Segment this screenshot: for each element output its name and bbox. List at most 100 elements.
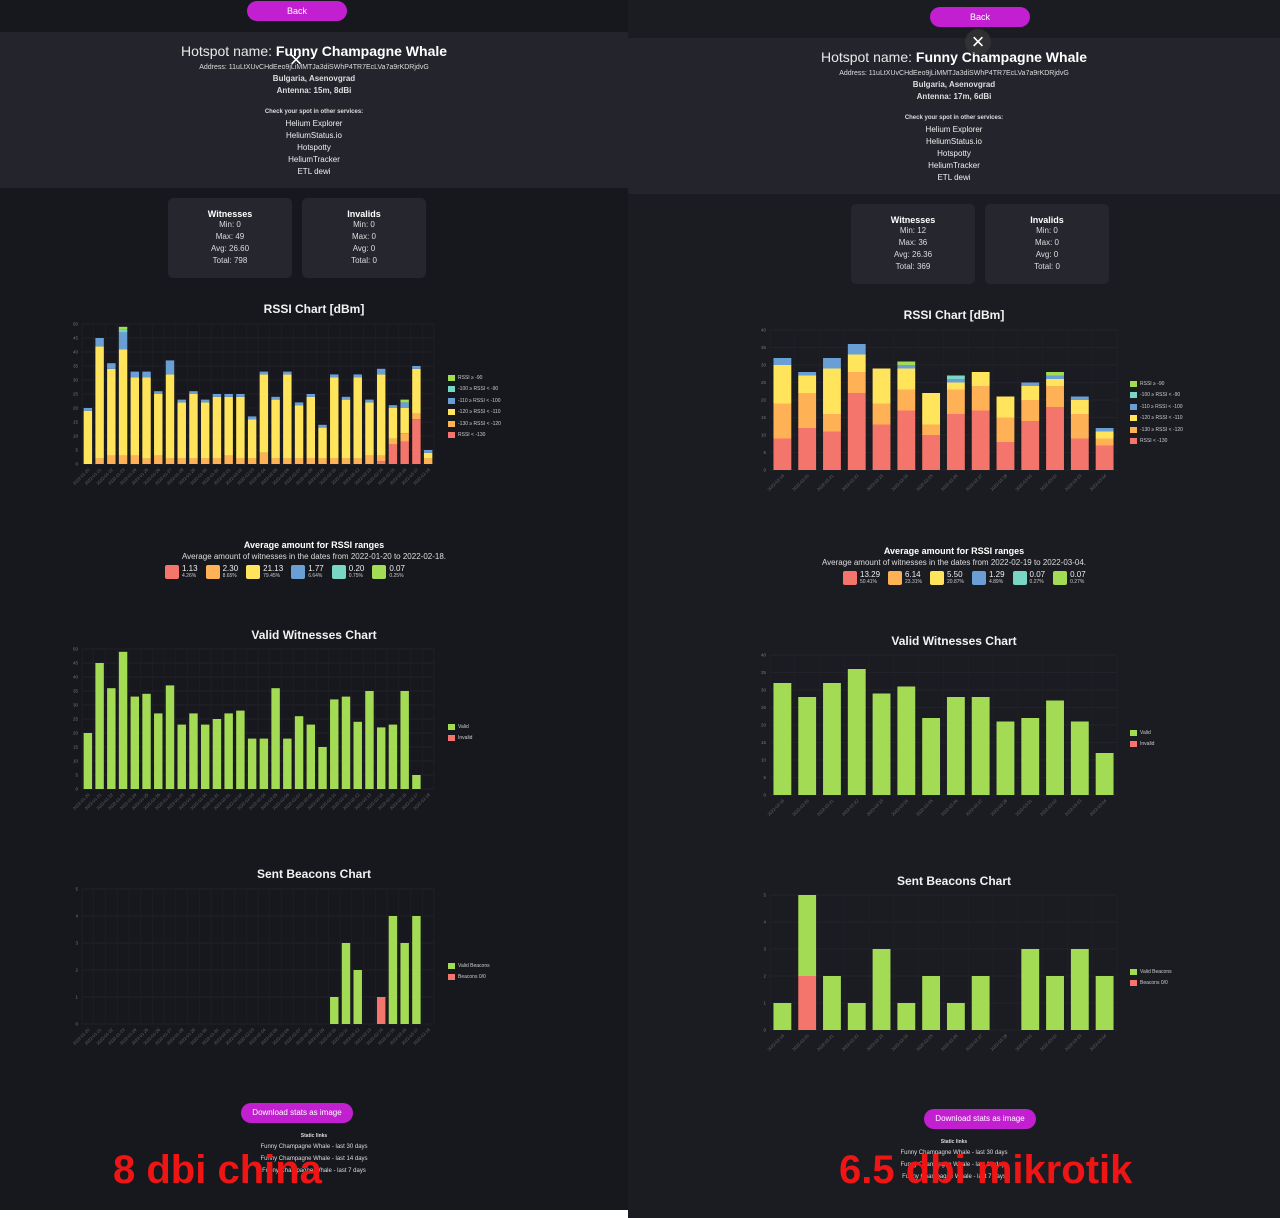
- legend-item[interactable]: -130 ≥ RSSI < -120: [448, 418, 501, 430]
- link-hotspotty[interactable]: Hotspotty: [297, 143, 331, 152]
- legend-item[interactable]: Valid: [448, 721, 472, 733]
- legend-item[interactable]: -130 ≥ RSSI < -120: [1130, 424, 1183, 436]
- services-links: Helium Explorer HeliumStatus.io Hotspott…: [0, 118, 628, 178]
- back-button[interactable]: Back: [247, 1, 347, 21]
- link-heliumstatus[interactable]: HeliumStatus.io: [925, 137, 983, 146]
- legend-item[interactable]: RSSI ≥ -90: [1130, 378, 1183, 390]
- bar-segment: [823, 683, 841, 795]
- link-hotspotty[interactable]: Hotspotty: [937, 149, 971, 158]
- bar-segment: [847, 372, 866, 393]
- close-icon[interactable]: ×: [289, 47, 303, 72]
- x-tick-label: 2022-02-22: [841, 798, 860, 817]
- bar-segment: [798, 393, 817, 428]
- x-tick-label: 2022-03-03: [1064, 1033, 1083, 1052]
- legend-item[interactable]: Valid: [1130, 727, 1154, 739]
- static-link-30-days[interactable]: Funny Champagne Whale - last 30 days: [260, 1144, 368, 1150]
- link-etl-dewi[interactable]: ETL dewi: [297, 167, 331, 176]
- download-stats-button[interactable]: Download stats as image: [241, 1103, 353, 1123]
- close-icon[interactable]: ×: [965, 29, 991, 55]
- avg-rssi-percent: 0.27%: [1029, 579, 1044, 585]
- legend-item[interactable]: -110 ≥ RSSI < -100: [448, 395, 501, 407]
- link-helium-explorer[interactable]: Helium Explorer: [285, 119, 343, 128]
- bar-segment: [200, 399, 210, 403]
- bar-segment: [247, 738, 257, 789]
- bar-segment: [95, 346, 104, 459]
- bar-segment: [388, 408, 398, 439]
- static-link-14-days[interactable]: Funny Champagne Whale - last 14 days: [260, 1156, 368, 1162]
- link-helium-explorer[interactable]: Helium Explorer: [925, 125, 983, 134]
- static-link-30-days[interactable]: Funny Champagne Whale - last 30 days: [900, 1150, 1008, 1156]
- x-tick-label: 2022-02-27: [965, 473, 984, 492]
- y-tick-label: 15: [761, 740, 767, 745]
- avg-rssi-value: 1.77: [308, 564, 324, 573]
- rssi-chart-title: RSSI Chart [dBm]: [903, 308, 1005, 322]
- legend-item[interactable]: -120 ≥ RSSI < -110: [1130, 413, 1183, 425]
- bar-segment: [224, 455, 233, 464]
- avg-rssi-value: 6.14: [905, 570, 921, 579]
- invalids-min: Min: 0: [353, 220, 375, 229]
- legend-item[interactable]: Beacons 0/0: [1130, 978, 1172, 990]
- y-tick-label: 35: [73, 364, 79, 369]
- beacons-chart-title: Sent Beacons Chart: [256, 867, 372, 881]
- bar-segment: [946, 375, 965, 379]
- x-tick-label: 2022-02-21: [816, 1033, 835, 1052]
- beacons-chart-title: Sent Beacons Chart: [896, 874, 1012, 888]
- bar-segment: [946, 1003, 965, 1030]
- bar-segment: [212, 394, 222, 397]
- avg-rssi-title: Average amount for RSSI ranges: [883, 546, 1025, 556]
- valid-chart-title: Valid Witnesses Chart: [891, 634, 1017, 648]
- x-tick-label: 2022-02-21: [816, 473, 835, 492]
- legend-item[interactable]: -110 ≥ RSSI < -100: [1130, 401, 1183, 413]
- legend-item[interactable]: Valid Beacons: [448, 960, 490, 972]
- bar-segment: [283, 458, 292, 464]
- avg-rssi-item: 0.07 0.27%: [1053, 570, 1086, 586]
- legend-item[interactable]: Invalid: [1130, 739, 1154, 751]
- valid-legend: Valid Invalid: [1130, 727, 1154, 750]
- legend-item[interactable]: Beacons 0/0: [448, 972, 490, 984]
- y-tick-label: 25: [73, 392, 79, 397]
- x-tick-label: 2022-02-23: [866, 1033, 885, 1052]
- legend-item[interactable]: RSSI ≥ -90: [448, 372, 501, 384]
- legend-item[interactable]: Valid Beacons: [1130, 966, 1172, 978]
- overlay-caption: 6.5 dbi mikrotik: [839, 1148, 1133, 1192]
- legend-item[interactable]: -120 ≥ RSSI < -110: [448, 407, 501, 419]
- link-heliumtracker[interactable]: HeliumTracker: [288, 155, 340, 164]
- bar-segment: [773, 403, 792, 439]
- legend-item[interactable]: RSSI < -130: [448, 430, 501, 442]
- bar-segment: [412, 413, 421, 420]
- static-link-7-days[interactable]: Funny Champagne Whale - last 7 days: [262, 1168, 366, 1174]
- link-etl-dewi[interactable]: ETL dewi: [937, 173, 971, 182]
- x-tick-label: 2022-02-27: [965, 1033, 984, 1052]
- legend-item[interactable]: -100 ≥ RSSI < -90: [1130, 390, 1183, 402]
- bar-segment: [200, 402, 210, 459]
- bar-segment: [95, 663, 104, 789]
- bar-segment: [118, 329, 128, 333]
- legend-label: RSSI < -130: [1140, 438, 1168, 445]
- bar-segment: [872, 403, 891, 425]
- static-link-7-days[interactable]: Funny Champagne Whale - last 7 days: [902, 1174, 1006, 1180]
- link-heliumstatus[interactable]: HeliumStatus.io: [285, 131, 343, 140]
- bar-segment: [1070, 414, 1089, 439]
- bar-segment: [130, 371, 140, 378]
- bar-segment: [365, 399, 374, 403]
- bar-segment: [412, 419, 421, 464]
- back-button[interactable]: Back: [930, 7, 1030, 27]
- link-heliumtracker[interactable]: HeliumTracker: [928, 161, 980, 170]
- legend-item[interactable]: -100 ≥ RSSI < -90: [448, 384, 501, 396]
- bar-segment: [823, 431, 841, 470]
- download-stats-button[interactable]: Download stats as image: [924, 1109, 1036, 1129]
- bar-segment: [388, 405, 398, 408]
- invalids-avg: Avg: 0: [352, 244, 376, 253]
- legend-item[interactable]: Invalid: [448, 733, 472, 745]
- bar-segment: [118, 326, 128, 330]
- avg-rssi-subtitle: Average amount of witnesses in the dates…: [821, 558, 1086, 567]
- bar-segment: [165, 685, 175, 789]
- hotspot-header: Hotspot name: Funny Champagne Whale Addr…: [0, 32, 628, 188]
- static-links-title: Static links: [300, 1133, 328, 1139]
- bar-segment: [294, 716, 304, 789]
- static-link-14-days[interactable]: Funny Champagne Whale - last 14 days: [900, 1162, 1008, 1168]
- legend-item[interactable]: RSSI < -130: [1130, 436, 1183, 448]
- bar-segment: [271, 396, 280, 400]
- legend-label: -130 ≥ RSSI < -120: [1140, 426, 1183, 433]
- x-tick-label: 2022-02-22: [841, 1033, 860, 1052]
